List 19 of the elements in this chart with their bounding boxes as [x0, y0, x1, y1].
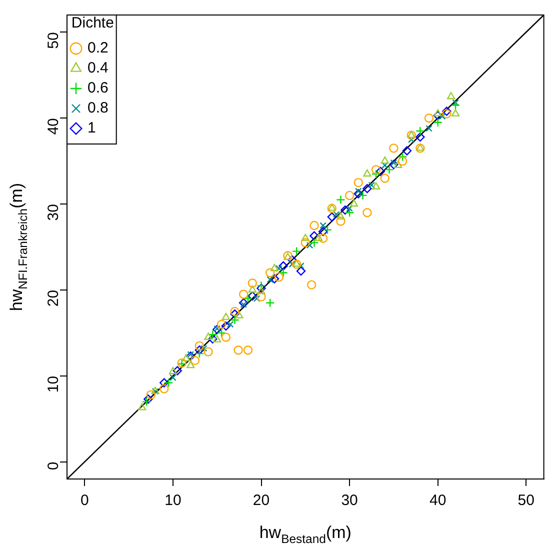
- x-tick-label: 40: [430, 492, 446, 510]
- y-tick-label: 20: [45, 290, 62, 307]
- legend-title: Dichte: [71, 14, 114, 32]
- y-tick-label: 40: [45, 118, 62, 135]
- x-tick-label: 50: [518, 492, 534, 510]
- y-tick-label: 30: [45, 204, 62, 221]
- legend-label: 0.8: [88, 100, 108, 117]
- x-tick-label: 20: [252, 492, 270, 510]
- legend-label: 0.6: [88, 80, 108, 97]
- y-axis-title: hwNFI.Frankreich(m): [7, 182, 30, 312]
- legend-label: 1: [88, 120, 96, 137]
- legend-label: 0.4: [88, 60, 108, 77]
- x-tick-label: 30: [341, 492, 358, 510]
- x-tick-label: 10: [164, 492, 182, 510]
- x-tick-label: 0: [80, 492, 89, 510]
- y-tick-label: 0: [45, 462, 62, 470]
- y-tick-label: 10: [45, 376, 62, 393]
- y-tick-label: 50: [45, 32, 62, 49]
- legend-label: 0.2: [88, 40, 108, 57]
